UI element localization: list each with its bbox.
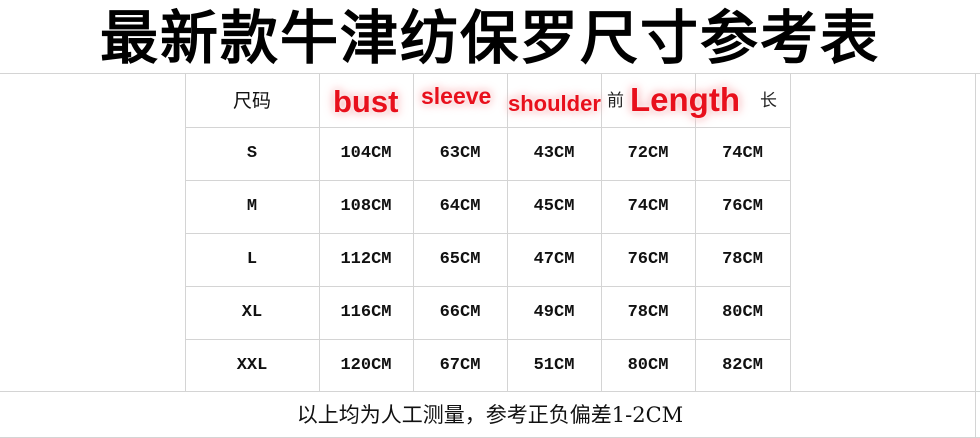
- header-shoulder: shoulder: [508, 91, 601, 116]
- grid-line: [601, 73, 602, 391]
- grid-line: [185, 339, 790, 340]
- grid-line: [0, 391, 980, 392]
- header-fragment: 前: [607, 91, 624, 111]
- header-sleeve: sleeve: [421, 83, 492, 109]
- size-label: M: [246, 197, 258, 216]
- measurement-cell: 76CM: [722, 197, 763, 216]
- grid-line: [0, 73, 980, 74]
- measurement-cell: 108CM: [340, 197, 392, 216]
- measurement-cell: 112CM: [340, 250, 392, 269]
- size-label: XXL: [236, 356, 268, 375]
- measurement-cell: 49CM: [533, 303, 575, 322]
- measurement-note: 以上均为人工测量，参考正负偏差1-2CM: [296, 403, 684, 427]
- measurement-cell: 66CM: [439, 303, 481, 322]
- header-length: Length: [630, 81, 740, 118]
- header-fragment: 长: [760, 91, 777, 111]
- measurement-cell: 72CM: [627, 144, 669, 163]
- measurement-cell: 67CM: [439, 356, 481, 375]
- measurement-cell: 116CM: [340, 303, 392, 322]
- page-title: 最新款牛津纺保罗尺寸参考表: [99, 4, 880, 72]
- measurement-cell: 74CM: [627, 197, 669, 216]
- grid-line: [975, 73, 976, 438]
- measurement-cell: 65CM: [439, 250, 481, 269]
- measurement-cell: 47CM: [533, 250, 575, 269]
- measurement-cell: 74CM: [722, 144, 763, 163]
- measurement-cell: 51CM: [533, 356, 575, 375]
- measurement-cell: 120CM: [340, 356, 392, 375]
- header-bust: bust: [333, 84, 399, 119]
- measurement-cell: 80CM: [627, 356, 669, 375]
- grid-line: [695, 73, 696, 391]
- size-label: XL: [241, 303, 263, 322]
- grid-line: [507, 73, 508, 391]
- measurement-cell: 45CM: [533, 197, 575, 216]
- measurement-cell: 78CM: [722, 250, 763, 269]
- measurement-cell: 76CM: [627, 250, 669, 269]
- grid-line: [413, 73, 414, 391]
- header-size: 尺码: [232, 90, 271, 112]
- measurement-cell: 80CM: [722, 303, 763, 322]
- measurement-cell: 82CM: [722, 356, 763, 375]
- measurement-cell: 104CM: [340, 144, 392, 163]
- grid-line: [319, 73, 320, 391]
- measurement-cell: 63CM: [439, 144, 481, 163]
- size-label: S: [246, 144, 258, 163]
- size-label: L: [246, 250, 258, 269]
- grid-line: [790, 73, 791, 391]
- grid-line: [185, 233, 790, 234]
- grid-line: [185, 180, 790, 181]
- grid-line: [185, 127, 790, 128]
- grid-line: [185, 73, 186, 391]
- grid-line: [185, 286, 790, 287]
- measurement-cell: 43CM: [533, 144, 575, 163]
- measurement-cell: 78CM: [627, 303, 669, 322]
- measurement-cell: 64CM: [439, 197, 481, 216]
